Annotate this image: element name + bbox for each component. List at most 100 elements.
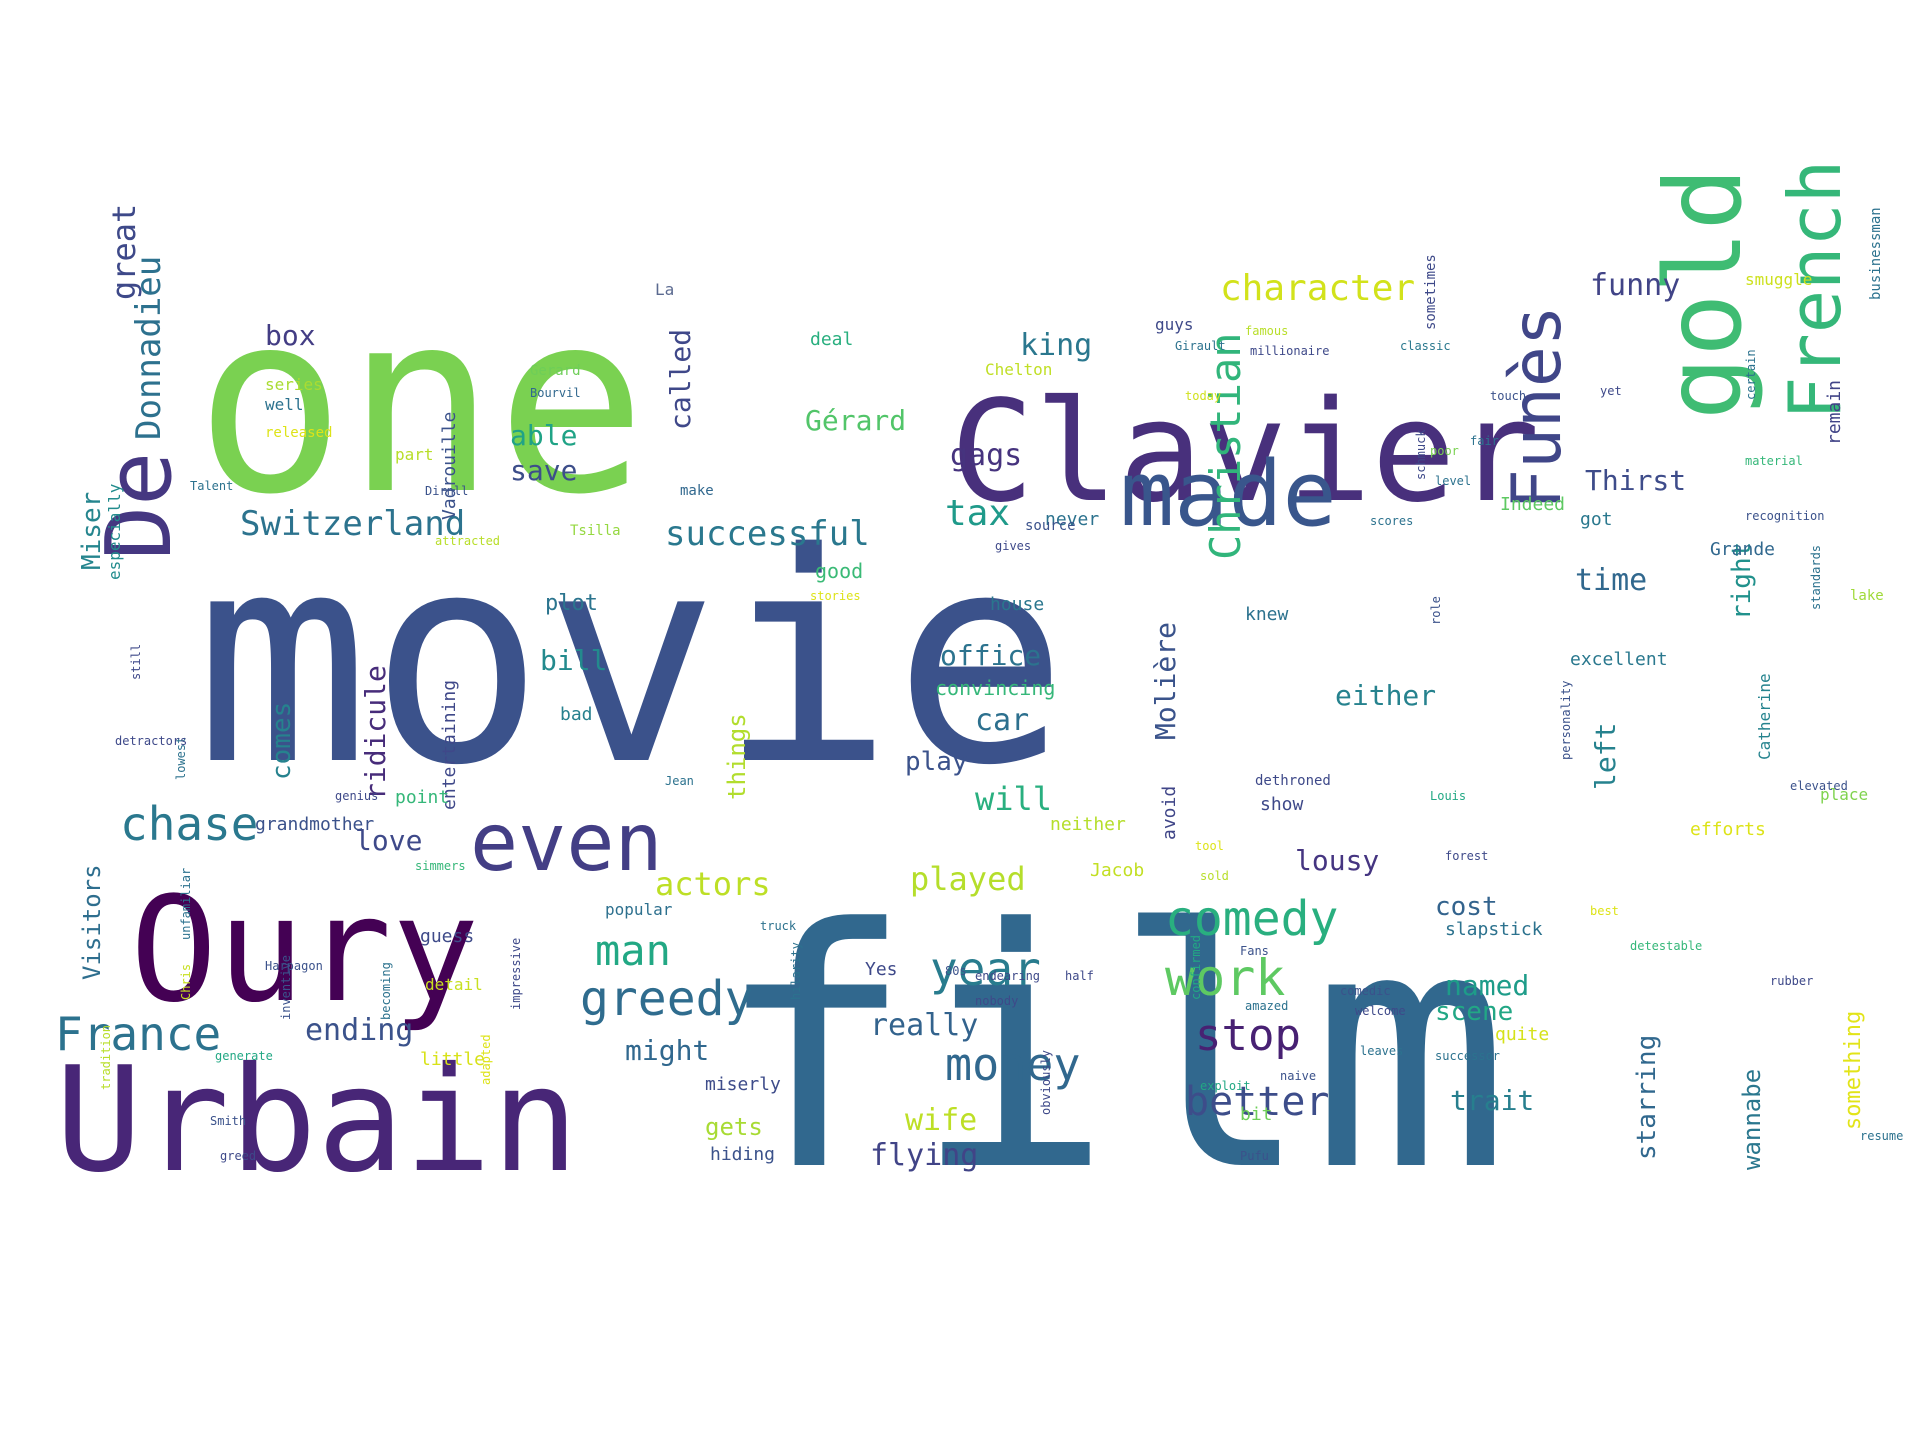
word-might: might — [625, 1034, 709, 1067]
word-excellent: excellent — [1570, 649, 1668, 670]
word-knew: knew — [1245, 604, 1289, 625]
word-inventive: inventive — [279, 955, 293, 1020]
word-nobody: nobody — [975, 994, 1018, 1008]
word-gives: gives — [995, 539, 1031, 553]
word-tradition: tradition — [99, 1025, 113, 1090]
word-attracted: attracted — [435, 534, 500, 548]
word-gerard: Gerard — [530, 363, 581, 379]
word-moli-re: Molière — [1149, 622, 1182, 740]
word-genius: genius — [335, 789, 378, 803]
word-ending: ending — [305, 1013, 413, 1048]
word-businessman: businessman — [1868, 207, 1884, 300]
word-miser: Miser — [77, 492, 107, 570]
word-convincing: convincing — [935, 676, 1055, 700]
word-never: never — [1045, 509, 1099, 530]
word-quite: quite — [1495, 1024, 1549, 1045]
word-dethroned: dethroned — [1255, 773, 1331, 789]
word-called: called — [664, 329, 697, 430]
word-made: made — [1120, 442, 1337, 547]
word-better: better — [1185, 1079, 1330, 1125]
word-flying: flying — [870, 1138, 978, 1173]
word-love: love — [355, 824, 422, 857]
word-leaves: leaves — [1360, 1044, 1403, 1058]
word-lake: lake — [1850, 588, 1884, 604]
word-hiding: hiding — [710, 1144, 775, 1165]
word-chris: Chris — [179, 964, 193, 1000]
word-rubber: rubber — [1770, 974, 1813, 988]
word-hilarity: hilarity — [789, 942, 803, 1000]
word-trait: trait — [1450, 1084, 1534, 1117]
word-scene: scene — [1435, 997, 1513, 1027]
word-louis: Louis — [1430, 789, 1466, 803]
word-schmuck: schmuck — [1414, 429, 1428, 480]
word-fun-s: Funès — [1498, 305, 1577, 510]
word-harpagon: Harpagon — [265, 959, 323, 973]
word-catherine: Catherine — [1755, 673, 1774, 760]
word-film: film — [715, 859, 1510, 1243]
word-point: point — [395, 787, 449, 808]
word-comedy: comedy — [1165, 891, 1338, 947]
word-king: king — [1020, 328, 1092, 363]
word-bill: bill — [540, 644, 607, 677]
word-grande: Grande — [1710, 539, 1775, 560]
word-bad: bad — [560, 704, 593, 725]
word-unfamiliar: unfamiliar — [179, 868, 193, 940]
word-best: best — [1590, 904, 1619, 918]
word-avoid: avoid — [1159, 786, 1180, 840]
word-comes: comes — [267, 702, 297, 780]
word-movie: movie — [195, 492, 1068, 829]
word-box: box — [265, 319, 316, 352]
word-car: car — [975, 703, 1029, 738]
word-urbain: Urbain — [55, 1036, 579, 1205]
word-cost: cost — [1435, 892, 1498, 922]
word-personality: personality — [1559, 681, 1573, 760]
word-guys: guys — [1155, 315, 1194, 334]
word-gets: gets — [705, 1113, 763, 1141]
word-little: little — [420, 1049, 485, 1070]
word-grandmother: grandmother — [255, 814, 374, 835]
word-time: time — [1575, 563, 1647, 598]
word-popular: popular — [605, 900, 673, 919]
word-confirmed: confirmed — [1189, 935, 1203, 1000]
word-la: La — [655, 280, 674, 299]
word-adapted: adapted — [479, 1034, 493, 1085]
word-played: played — [910, 860, 1026, 898]
word-amazed: amazed — [1245, 999, 1288, 1013]
word-half: half — [1065, 969, 1094, 983]
word-millionaire: millionaire — [1250, 344, 1329, 358]
word-becoming: becoming — [379, 962, 393, 1020]
word-wife: wife — [905, 1103, 977, 1138]
word-ridicule: ridicule — [359, 665, 392, 800]
word-jean: Jean — [665, 774, 694, 788]
word-good: good — [815, 559, 863, 583]
word-starring: starring — [1632, 1035, 1662, 1160]
word-exploit: exploit — [1200, 1079, 1251, 1093]
word-house: house — [990, 594, 1044, 615]
word-bit: bit — [1240, 1104, 1273, 1125]
word-christian: Christian — [1201, 332, 1250, 560]
word-efforts: efforts — [1690, 819, 1766, 840]
word-will: will — [975, 780, 1052, 818]
word-poor: poor — [1430, 444, 1459, 458]
word-truck: truck — [760, 919, 797, 933]
word-smith: Smith — [210, 1114, 246, 1128]
word-role: role — [1429, 596, 1443, 625]
word-comedic: comedic — [1340, 984, 1391, 998]
word-vadrouille: Vadrouille — [439, 412, 460, 520]
word-money: money — [945, 1038, 1080, 1091]
word-funny: funny — [1590, 268, 1680, 303]
word-sometimes: sometimes — [1423, 254, 1439, 330]
word-wannabe: wannabe — [1738, 1069, 1766, 1170]
word-right: right — [1727, 542, 1757, 620]
word-miserly: miserly — [705, 1074, 781, 1095]
word-really: really — [870, 1008, 978, 1043]
word-sold: sold — [1200, 869, 1229, 883]
word-show: show — [1260, 794, 1304, 815]
word-slapstick: slapstick — [1445, 919, 1543, 940]
word-series: series — [265, 375, 323, 394]
word-gags: gags — [950, 438, 1022, 473]
word-part: part — [395, 445, 434, 464]
word-80s: 80s — [945, 964, 967, 978]
word-office: office — [940, 639, 1041, 672]
word-dirnll: Dirnll — [425, 484, 468, 498]
